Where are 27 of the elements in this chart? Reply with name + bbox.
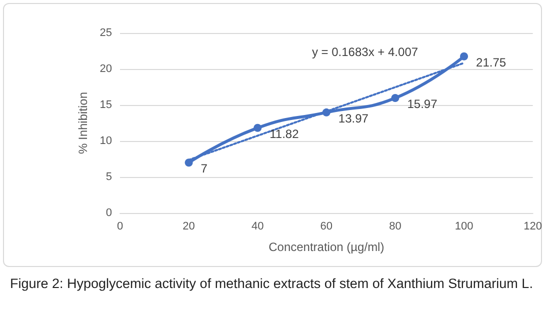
x-tick-label: 120 bbox=[524, 220, 542, 232]
point bbox=[322, 108, 330, 116]
data-label: 13.97 bbox=[338, 111, 369, 126]
annotation: y = 0.1683x + 4.007 bbox=[312, 45, 418, 59]
data-label: 11.82 bbox=[270, 126, 300, 141]
x-tick-label: 0 bbox=[116, 220, 124, 232]
y-tick-label: 0 bbox=[106, 207, 112, 219]
point bbox=[460, 52, 468, 60]
point bbox=[391, 94, 400, 102]
data-label: 21.75 bbox=[476, 55, 506, 70]
y-tick-label: 5 bbox=[106, 171, 112, 183]
y-tick-label: 15 bbox=[100, 99, 112, 111]
x-tick-label: 80 bbox=[389, 220, 402, 232]
x-tick-label: 20 bbox=[182, 220, 195, 232]
point bbox=[184, 158, 193, 167]
x-axis-title: Concentration (µg/ml) bbox=[268, 240, 384, 254]
y-tick-label: 20 bbox=[100, 63, 112, 75]
caption: Figure 2: Hypoglycemic activity of methanic extracts of stem of Xanthium Strumarium L. bbox=[10, 275, 534, 293]
x-tick-label: 40 bbox=[251, 220, 264, 232]
data-label: 7 bbox=[200, 162, 208, 176]
data-label: 15.97 bbox=[407, 97, 438, 112]
x-tick-label: 100 bbox=[454, 220, 474, 232]
point bbox=[254, 124, 262, 132]
y-axis-title: % Inhibition bbox=[76, 92, 90, 154]
y-tick-label: 25 bbox=[100, 27, 112, 39]
x-tick-label: 60 bbox=[320, 220, 333, 232]
y-tick-label: 10 bbox=[100, 135, 112, 147]
